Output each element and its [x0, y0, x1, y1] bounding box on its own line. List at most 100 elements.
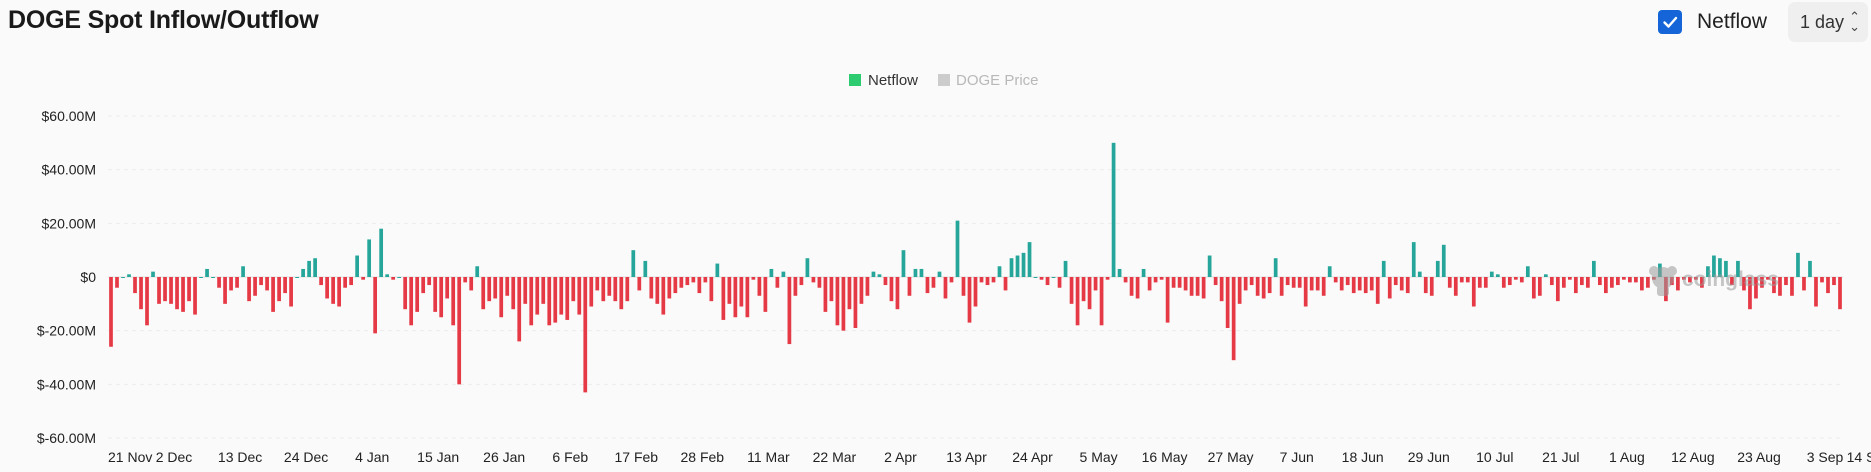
netflow-bar[interactable]	[1832, 277, 1836, 286]
netflow-bar[interactable]	[697, 277, 702, 294]
netflow-bar[interactable]	[1225, 277, 1230, 328]
netflow-bar[interactable]	[151, 271, 155, 277]
netflow-bar[interactable]	[985, 277, 990, 286]
netflow-bar[interactable]	[223, 277, 227, 304]
netflow-bar[interactable]	[259, 277, 263, 286]
netflow-bar[interactable]	[355, 255, 359, 277]
netflow-bar[interactable]	[433, 277, 438, 312]
netflow-bar[interactable]	[1676, 277, 1680, 291]
netflow-bar[interactable]	[595, 277, 600, 291]
netflow-bar[interactable]	[1273, 258, 1278, 277]
netflow-bar[interactable]	[169, 277, 173, 304]
netflow-checkbox[interactable]	[1658, 10, 1682, 34]
netflow-bar[interactable]	[1309, 277, 1314, 291]
netflow-bar[interactable]	[1123, 277, 1128, 283]
netflow-bar[interactable]	[1405, 277, 1410, 294]
netflow-bar[interactable]	[1159, 277, 1164, 280]
netflow-bar[interactable]	[1387, 277, 1392, 299]
netflow-bar[interactable]	[691, 277, 696, 283]
netflow-bar[interactable]	[1237, 277, 1242, 304]
netflow-bar[interactable]	[1027, 242, 1032, 277]
netflow-bar[interactable]	[1519, 277, 1524, 283]
netflow-bar[interactable]	[1700, 277, 1704, 288]
netflow-bar[interactable]	[667, 277, 672, 299]
netflow-bar[interactable]	[499, 277, 504, 318]
netflow-bar[interactable]	[1802, 277, 1806, 291]
netflow-bar[interactable]	[1141, 268, 1146, 277]
netflow-bar[interactable]	[1021, 252, 1026, 277]
netflow-bar[interactable]	[1555, 277, 1560, 302]
netflow-bar[interactable]	[451, 277, 456, 326]
netflow-bar[interactable]	[1748, 277, 1752, 310]
netflow-bar[interactable]	[703, 277, 708, 283]
netflow-bar[interactable]	[1477, 277, 1482, 288]
netflow-bar[interactable]	[961, 277, 966, 296]
netflow-bar[interactable]	[1507, 277, 1512, 286]
netflow-bar[interactable]	[1375, 277, 1380, 304]
netflow-bar[interactable]	[1814, 277, 1818, 307]
netflow-bar[interactable]	[1351, 277, 1356, 294]
netflow-bar[interactable]	[211, 277, 215, 278]
netflow-bar[interactable]	[1207, 255, 1212, 277]
netflow-bar[interactable]	[937, 271, 942, 277]
netflow-bar[interactable]	[1081, 277, 1086, 302]
netflow-bar[interactable]	[853, 277, 858, 328]
netflow-bar[interactable]	[1585, 277, 1590, 288]
netflow-bar[interactable]	[331, 277, 335, 304]
netflow-bar[interactable]	[277, 277, 281, 302]
netflow-bar[interactable]	[1243, 277, 1248, 291]
netflow-bar[interactable]	[1604, 277, 1608, 294]
netflow-bar[interactable]	[1447, 277, 1452, 288]
netflow-bar[interactable]	[1177, 277, 1182, 288]
netflow-bar[interactable]	[799, 277, 804, 286]
netflow-bar[interactable]	[1441, 244, 1446, 277]
netflow-bar[interactable]	[1333, 277, 1338, 283]
netflow-bar[interactable]	[337, 277, 341, 307]
netflow-bar[interactable]	[373, 277, 378, 334]
netflow-bar[interactable]	[751, 277, 756, 280]
netflow-bar[interactable]	[1213, 277, 1218, 286]
netflow-bar[interactable]	[739, 277, 744, 307]
netflow-bar[interactable]	[1363, 277, 1368, 294]
netflow-bar[interactable]	[1796, 252, 1800, 277]
netflow-bar[interactable]	[991, 277, 996, 283]
netflow-bar[interactable]	[715, 263, 720, 277]
netflow-bar[interactable]	[439, 277, 444, 318]
legend-doge-price-label[interactable]: DOGE Price	[956, 72, 1039, 89]
netflow-bar[interactable]	[181, 277, 185, 312]
netflow-bar[interactable]	[1417, 271, 1422, 277]
netflow-bar[interactable]	[793, 277, 798, 296]
netflow-bar[interactable]	[1435, 260, 1440, 277]
netflow-bar[interactable]	[625, 277, 630, 302]
netflow-bar[interactable]	[637, 277, 642, 291]
netflow-bar[interactable]	[727, 277, 732, 304]
netflow-bar[interactable]	[1135, 277, 1140, 299]
netflow-bar[interactable]	[1483, 277, 1488, 288]
netflow-bar[interactable]	[511, 277, 516, 310]
netflow-bar[interactable]	[1742, 277, 1746, 291]
netflow-bar[interactable]	[1279, 277, 1284, 296]
netflow-bar[interactable]	[505, 277, 510, 296]
netflow-bar[interactable]	[1015, 255, 1020, 277]
netflow-bar[interactable]	[1766, 277, 1770, 280]
netflow-bar[interactable]	[661, 277, 666, 315]
netflow-bar[interactable]	[559, 277, 564, 315]
netflow-bar[interactable]	[361, 277, 366, 280]
netflow-bar[interactable]	[493, 277, 498, 299]
netflow-bar[interactable]	[1303, 277, 1308, 307]
netflow-bar[interactable]	[1069, 277, 1074, 304]
netflow-bar[interactable]	[1195, 277, 1200, 296]
netflow-bar[interactable]	[415, 277, 420, 312]
netflow-bar[interactable]	[1471, 277, 1476, 307]
netflow-bar[interactable]	[397, 277, 402, 278]
netflow-bar[interactable]	[427, 277, 432, 286]
netflow-bar[interactable]	[1393, 277, 1398, 286]
netflow-bar[interactable]	[709, 277, 714, 302]
netflow-bar[interactable]	[1033, 277, 1038, 278]
netflow-bar[interactable]	[1628, 277, 1632, 283]
netflow-bar[interactable]	[1063, 260, 1068, 277]
netflow-bar[interactable]	[679, 277, 684, 288]
netflow-bar[interactable]	[283, 277, 287, 294]
netflow-bar[interactable]	[967, 277, 972, 323]
netflow-bar[interactable]	[979, 277, 984, 283]
